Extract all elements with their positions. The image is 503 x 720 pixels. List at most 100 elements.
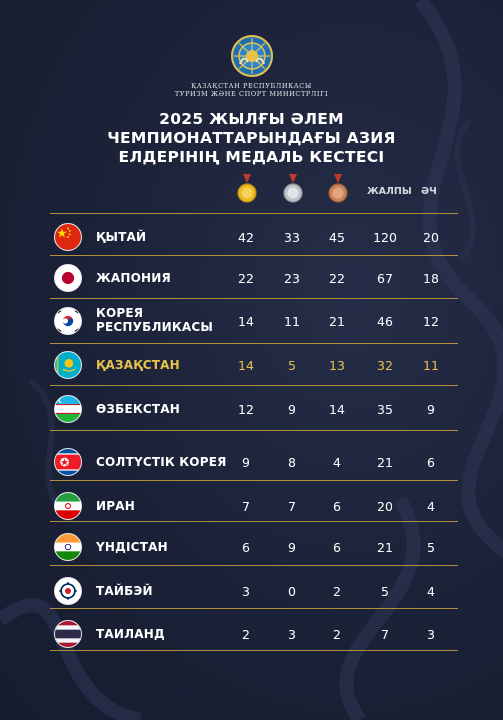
row-divider	[50, 430, 458, 431]
last-count: 9	[427, 402, 435, 417]
china-flag-icon	[54, 223, 82, 251]
kazakhstan-flag-icon	[54, 351, 82, 379]
gold-count: 12	[238, 402, 254, 417]
silver-count: 7	[288, 499, 296, 514]
table-row: ҮНДІСТАН 6 9 6 21 5	[0, 527, 503, 567]
last-count: 11	[423, 358, 439, 373]
row-divider	[50, 480, 458, 481]
gold-count: 3	[242, 584, 250, 599]
last-count: 20	[423, 230, 439, 245]
kazakhstan-emblem-icon	[230, 34, 274, 78]
table-row: ТАЙБЭЙ 3 0 2 5 4	[0, 571, 503, 611]
silver-count: 11	[284, 314, 300, 329]
title-line: 2025 ЖЫЛҒЫ ӘЛЕМ	[159, 110, 344, 128]
last-count: 4	[427, 584, 435, 599]
bronze-count: 6	[333, 540, 341, 555]
row-divider	[50, 385, 458, 386]
total-count: 20	[377, 499, 393, 514]
gold-count: 7	[242, 499, 250, 514]
ministry-line: ҚАЗАҚСТАН РЕСПУБЛИКАСЫ	[191, 82, 312, 90]
country-name: КОРЕЯ РЕСПУБЛИКАСЫ	[96, 306, 213, 334]
country-name-line: ҚАЗАҚСТАН	[96, 358, 180, 372]
gold-count: 14	[238, 314, 254, 329]
table-row: ӨЗБЕКСТАН 12 9 14 35 9	[0, 389, 503, 429]
country-name: ИРАН	[96, 499, 135, 513]
country-name: ҚЫТАЙ	[96, 230, 146, 244]
ministry-line: ТУРИЗМ ЖӘНЕ СПОРТ МИНИСТРЛІГІ	[174, 90, 329, 98]
bronze-count: 14	[329, 402, 345, 417]
row-divider	[50, 565, 458, 566]
row-divider	[50, 343, 458, 344]
silver-count: 8	[288, 455, 296, 470]
table-row: ҚЫТАЙ 42 33 45 120 20	[0, 217, 503, 257]
country-name-line: ИРАН	[96, 499, 135, 513]
country-name-line: ТАИЛАНД	[96, 627, 165, 641]
country-name: ҚАЗАҚСТАН	[96, 358, 180, 372]
silver-count: 33	[284, 230, 300, 245]
title-line: ЕЛДЕРІНІҢ МЕДАЛЬ КЕСТЕСІ	[118, 148, 385, 166]
bronze-count: 6	[333, 499, 341, 514]
country-name-line: ҮНДІСТАН	[96, 540, 168, 554]
last-count: 3	[427, 627, 435, 642]
silver-count: 5	[288, 358, 296, 373]
row-divider	[50, 650, 458, 651]
total-count: 7	[381, 627, 389, 642]
country-name: ЖАПОНИЯ	[96, 271, 171, 285]
south-korea-flag-icon	[54, 307, 82, 335]
silver-count: 23	[284, 271, 300, 286]
silver-medal-icon	[283, 174, 303, 203]
country-name-line: ӨЗБЕКСТАН	[96, 402, 181, 416]
table-row: ҚАЗАҚСТАН 14 5 13 32 11	[0, 345, 503, 385]
silver-count: 3	[288, 627, 296, 642]
total-count: 120	[373, 230, 397, 245]
total-count: 35	[377, 402, 393, 417]
thailand-flag-icon	[54, 620, 82, 648]
table-row: ИРАН 7 7 6 20 4	[0, 486, 503, 526]
silver-count: 9	[288, 402, 296, 417]
country-name: ТАИЛАНД	[96, 627, 165, 641]
gold-medal-icon	[237, 174, 257, 203]
country-name: ҮНДІСТАН	[96, 540, 168, 554]
country-name-line: СОЛТҮСТІК КОРЕЯ	[96, 455, 227, 469]
last-count: 5	[427, 540, 435, 555]
row-divider	[50, 213, 458, 214]
country-name: ӨЗБЕКСТАН	[96, 402, 180, 416]
ministry-name: ҚАЗАҚСТАН РЕСПУБЛИКАСЫ ТУРИЗМ ЖӘНЕ СПОРТ…	[0, 82, 503, 98]
table-row: ТАИЛАНД 2 3 2 7 3	[0, 614, 503, 654]
bronze-count: 22	[329, 271, 345, 286]
bronze-medal-icon	[328, 174, 348, 203]
country-name-line: ТАЙБЭЙ	[96, 584, 153, 598]
gold-count: 6	[242, 540, 250, 555]
country-name-line: РЕСПУБЛИКАСЫ	[96, 320, 213, 334]
gold-count: 42	[238, 230, 254, 245]
gold-count: 22	[238, 271, 254, 286]
india-flag-icon	[54, 533, 82, 561]
row-divider	[50, 521, 458, 522]
table-row: КОРЕЯ РЕСПУБЛИКАСЫ 14 11 21 46 12	[0, 301, 503, 341]
last-count: 6	[427, 455, 435, 470]
total-count: 21	[377, 540, 393, 555]
row-divider	[50, 298, 458, 299]
country-name: ТАЙБЭЙ	[96, 584, 153, 598]
uzbekistan-flag-icon	[54, 395, 82, 423]
bronze-count: 2	[333, 627, 341, 642]
bronze-count: 4	[333, 455, 341, 470]
japan-flag-icon	[54, 264, 82, 292]
silver-count: 9	[288, 540, 296, 555]
total-count: 5	[381, 584, 389, 599]
total-count: 46	[377, 314, 393, 329]
last-count: 18	[423, 271, 439, 286]
page-title: 2025 ЖЫЛҒЫ ӘЛЕМ ЧЕМПИОНАТТАРЫНДАҒЫ АЗИЯ …	[0, 110, 503, 167]
bronze-count: 13	[329, 358, 345, 373]
chinese-taipei-flag-icon	[54, 577, 82, 605]
total-count: 67	[377, 271, 393, 286]
country-name-line: ҚЫТАЙ	[96, 230, 147, 244]
last-count: 12	[423, 314, 439, 329]
row-divider	[50, 255, 458, 256]
gold-count: 2	[242, 627, 250, 642]
column-headers: ЖАЛПЫ ӘЧ	[0, 172, 503, 208]
gold-count: 9	[242, 455, 250, 470]
iran-flag-icon	[54, 492, 82, 520]
row-divider	[50, 608, 458, 609]
